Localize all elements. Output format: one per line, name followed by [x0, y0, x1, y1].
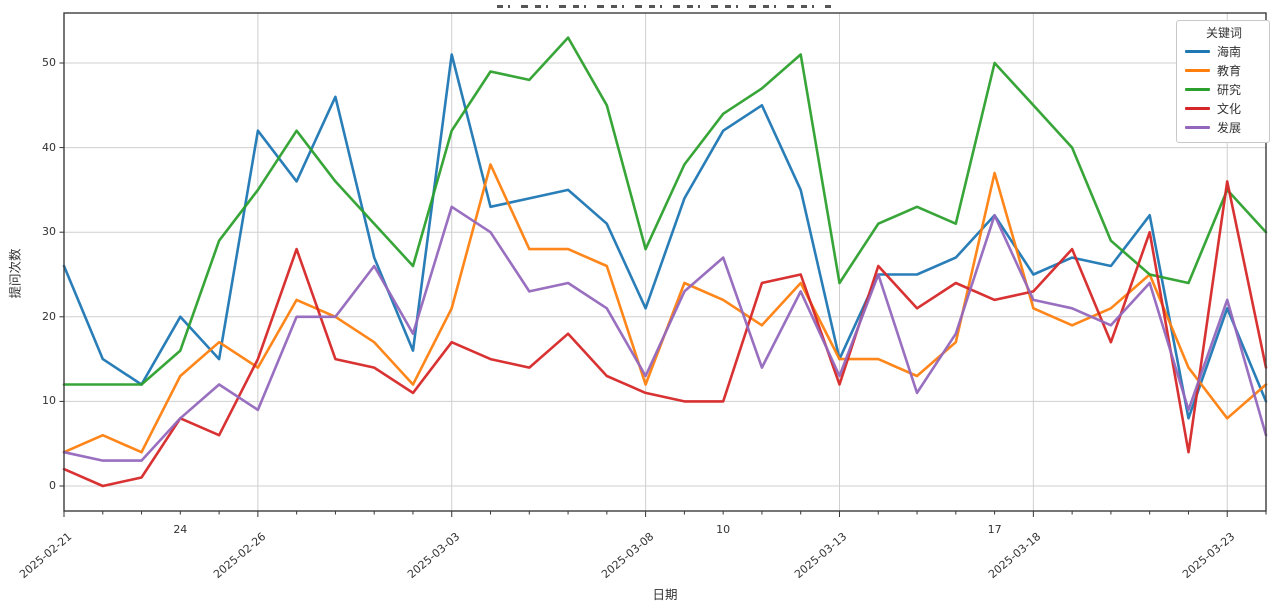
y-tick-label: 20: [42, 309, 56, 323]
x-tick-label: 24: [173, 523, 188, 536]
legend-item-教育: 教育: [1185, 61, 1263, 80]
legend-item-label: 文化: [1217, 102, 1242, 116]
series-line-发展: [62, 205, 1268, 462]
legend-line-swatch: [1185, 88, 1210, 91]
legend-line-swatch: [1185, 126, 1210, 129]
legend-item-label: 发展: [1217, 121, 1242, 135]
series-line-海南: [62, 53, 1268, 420]
plot-spines: [63, 12, 1267, 512]
x-tick-label: 10: [716, 523, 731, 536]
y-tick-label: 0: [49, 479, 56, 492]
x-tick-label: 17: [987, 523, 1002, 536]
legend-item-label: 研究: [1217, 83, 1242, 97]
y-tick-label: 30: [42, 225, 56, 239]
y-tick-label: 40: [42, 140, 56, 154]
legend-line-swatch: [1185, 107, 1210, 110]
legend-item-文化: 文化: [1185, 99, 1263, 118]
legend-item-label: 海南: [1217, 45, 1242, 59]
series-line-研究: [62, 36, 1268, 386]
y-tick-label: 10: [42, 394, 56, 408]
cropped-title-remnant: [497, 2, 831, 8]
y-tick-label: 50: [42, 56, 56, 69]
legend-item-研究: 研究: [1185, 80, 1263, 99]
legend-item-海南: 海南: [1185, 42, 1263, 61]
x-axis-title: 日期: [652, 587, 678, 602]
series-line-文化: [62, 180, 1268, 488]
legend: 关键词 海南教育研究文化发展: [1176, 20, 1270, 143]
legend-item-label: 教育: [1217, 64, 1242, 78]
legend-items: 海南教育研究文化发展: [1185, 42, 1263, 137]
legend-line-swatch: [1185, 50, 1210, 53]
y-axis-title: 提问次数: [7, 248, 23, 299]
legend-line-swatch: [1185, 69, 1210, 72]
legend-item-发展: 发展: [1185, 118, 1263, 137]
legend-title: 关键词: [1205, 26, 1242, 40]
